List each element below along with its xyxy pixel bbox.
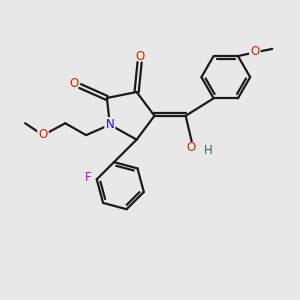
Text: O: O xyxy=(135,50,144,63)
Text: N: N xyxy=(106,118,114,131)
Text: O: O xyxy=(186,140,196,154)
Text: O: O xyxy=(69,76,78,90)
Text: O: O xyxy=(38,128,48,141)
Text: H: H xyxy=(204,144,212,157)
Text: F: F xyxy=(85,171,92,184)
Text: O: O xyxy=(250,45,260,58)
